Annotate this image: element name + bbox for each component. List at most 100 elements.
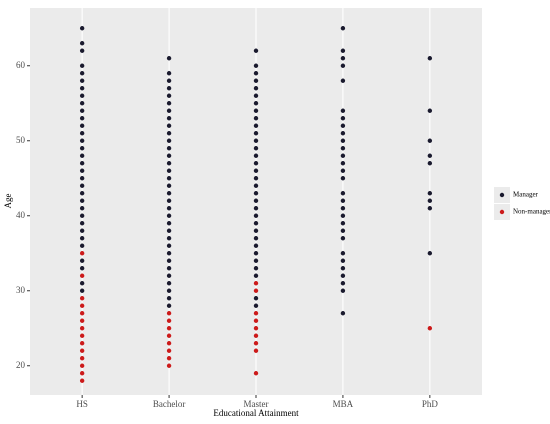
point <box>79 356 85 361</box>
point <box>340 191 346 196</box>
point <box>79 303 85 308</box>
point <box>340 48 346 53</box>
point <box>79 341 85 346</box>
point <box>253 168 259 173</box>
point <box>253 318 259 323</box>
point <box>253 153 259 158</box>
point <box>166 258 172 263</box>
point <box>340 26 346 31</box>
point <box>340 138 346 143</box>
point <box>340 78 346 83</box>
point <box>427 138 433 143</box>
point <box>79 101 85 106</box>
point <box>166 273 172 278</box>
point <box>79 48 85 53</box>
point <box>79 138 85 143</box>
y-axis-title: Age <box>3 194 13 209</box>
point <box>79 213 85 218</box>
point <box>166 236 172 241</box>
legend: Manager Non-manager <box>494 187 550 220</box>
point <box>166 123 172 128</box>
point <box>166 183 172 188</box>
point <box>79 281 85 286</box>
point <box>253 348 259 353</box>
point <box>166 176 172 181</box>
point <box>427 108 433 113</box>
point <box>166 356 172 361</box>
point <box>166 101 172 106</box>
point <box>253 326 259 331</box>
point <box>166 341 172 346</box>
point <box>340 176 346 181</box>
point <box>340 228 346 233</box>
point <box>166 296 172 301</box>
point <box>79 116 85 121</box>
point <box>79 161 85 166</box>
point <box>166 198 172 203</box>
point <box>253 371 259 376</box>
point <box>253 191 259 196</box>
point <box>79 63 85 68</box>
point <box>253 258 259 263</box>
point <box>166 288 172 293</box>
point <box>340 266 346 271</box>
point <box>340 236 346 241</box>
point <box>340 288 346 293</box>
point <box>340 281 346 286</box>
point <box>166 266 172 271</box>
marks <box>79 26 433 383</box>
point <box>253 63 259 68</box>
point <box>427 206 433 211</box>
x-tick-label: Master <box>244 399 269 409</box>
point <box>166 153 172 158</box>
point <box>253 251 259 256</box>
point <box>253 273 259 278</box>
point <box>166 78 172 83</box>
point <box>253 108 259 113</box>
point <box>166 86 172 91</box>
point <box>166 326 172 331</box>
point <box>427 326 433 331</box>
point <box>166 168 172 173</box>
point <box>166 146 172 151</box>
point <box>253 206 259 211</box>
point <box>166 333 172 338</box>
point <box>79 318 85 323</box>
point <box>253 71 259 76</box>
point <box>79 26 85 31</box>
point <box>340 116 346 121</box>
point <box>79 123 85 128</box>
legend-marker <box>499 209 505 215</box>
point <box>253 288 259 293</box>
point <box>253 116 259 121</box>
point <box>79 251 85 256</box>
point <box>427 191 433 196</box>
point <box>79 183 85 188</box>
point <box>79 243 85 248</box>
point <box>253 146 259 151</box>
point <box>79 236 85 241</box>
point <box>166 206 172 211</box>
point <box>253 228 259 233</box>
point <box>253 266 259 271</box>
x-tick-label: MBA <box>333 399 354 409</box>
point <box>79 228 85 233</box>
point <box>166 303 172 308</box>
point <box>340 198 346 203</box>
point <box>79 348 85 353</box>
point <box>79 363 85 368</box>
point <box>427 198 433 203</box>
point <box>253 93 259 98</box>
point <box>340 131 346 136</box>
point <box>253 236 259 241</box>
point <box>79 191 85 196</box>
point <box>79 378 85 383</box>
point <box>79 288 85 293</box>
point <box>79 108 85 113</box>
point <box>166 348 172 353</box>
point <box>253 213 259 218</box>
point <box>166 311 172 316</box>
point <box>79 78 85 83</box>
point <box>340 123 346 128</box>
point <box>253 296 259 301</box>
